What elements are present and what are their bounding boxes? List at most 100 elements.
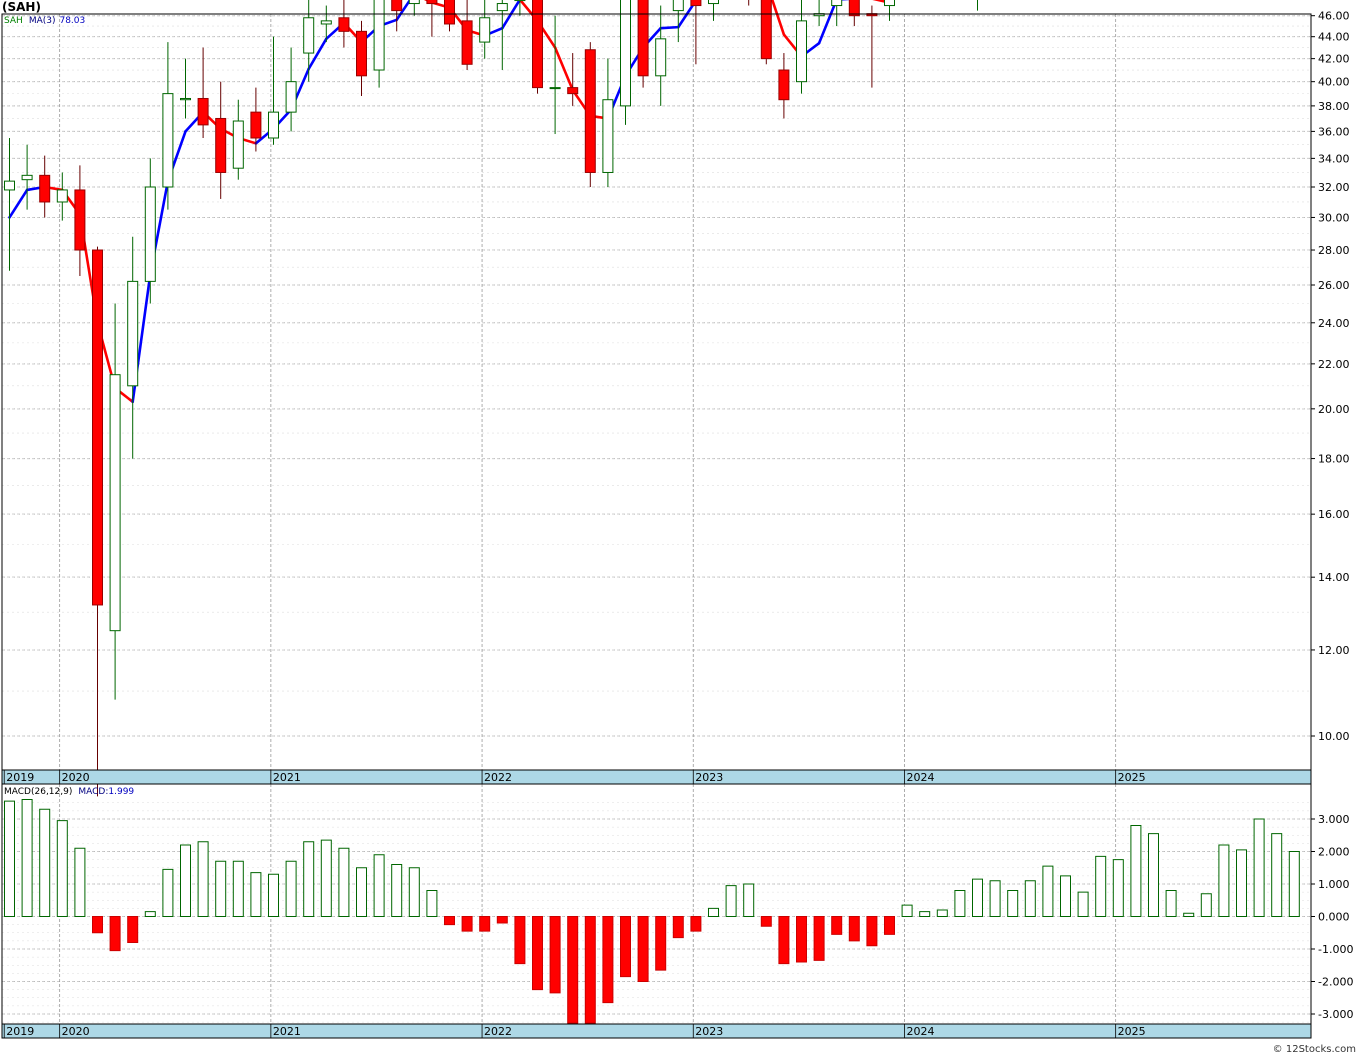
macd-bar-positive bbox=[1271, 833, 1283, 917]
candle bbox=[144, 158, 156, 304]
candle bbox=[74, 165, 86, 277]
macd-bar-negative bbox=[672, 916, 684, 939]
candle bbox=[391, 0, 403, 32]
candle bbox=[444, 0, 455, 32]
year-label: 2024 bbox=[906, 1025, 934, 1038]
macd-bar-positive bbox=[338, 847, 350, 917]
ma3-segment bbox=[659, 25, 680, 30]
macd-bar-positive bbox=[144, 911, 156, 917]
macd-tick-label: -2.000 bbox=[1318, 976, 1353, 989]
macd-gridlines bbox=[2, 802, 1311, 1023]
candle-body-down bbox=[338, 17, 350, 32]
time-axis-band-top bbox=[1, 769, 1312, 785]
candle-body-down bbox=[444, 0, 455, 25]
macd-bar-positive bbox=[972, 878, 983, 917]
candle bbox=[620, 0, 631, 125]
ma3-segment bbox=[770, 0, 786, 36]
candle bbox=[338, 0, 350, 48]
ma3-segment bbox=[307, 37, 328, 71]
legend-symbol: SAH bbox=[4, 16, 23, 26]
candle-body-up bbox=[4, 180, 15, 191]
price-tick-label: 40.00 bbox=[1318, 76, 1350, 89]
price-tick-label: 18.00 bbox=[1318, 453, 1350, 466]
candle-body-down bbox=[92, 249, 103, 606]
macd-bar-negative bbox=[532, 916, 543, 991]
year-label: 2025 bbox=[1118, 1025, 1146, 1038]
macd-bar-negative bbox=[848, 916, 860, 942]
macd-bar-positive bbox=[1024, 880, 1036, 917]
candle-body-up bbox=[672, 0, 684, 12]
macd-bar-negative bbox=[690, 916, 702, 932]
macd-bar-positive bbox=[743, 883, 755, 917]
macd-tick-label: -3.000 bbox=[1318, 1008, 1353, 1021]
candle bbox=[356, 20, 367, 97]
price-tick-label: 26.00 bbox=[1318, 279, 1350, 292]
candle bbox=[39, 155, 51, 218]
macd-bar-negative bbox=[461, 916, 473, 932]
macd-bar-positive bbox=[954, 890, 966, 917]
candle bbox=[977, 0, 978, 11]
macd-bar-negative bbox=[549, 916, 561, 994]
candle-body-down bbox=[848, 0, 860, 17]
candle bbox=[748, 0, 750, 6]
macd-bar-positive bbox=[21, 799, 33, 917]
price-tick-label: 42.00 bbox=[1318, 53, 1350, 66]
candle-body-down bbox=[690, 0, 702, 7]
candle-body-up bbox=[162, 93, 174, 188]
macd-bar-positive bbox=[39, 808, 51, 917]
macd-bar-positive bbox=[1042, 865, 1054, 917]
year-label: 2021 bbox=[273, 1025, 301, 1038]
ticker-title: (SAH) bbox=[2, 0, 41, 14]
candle-body-up bbox=[285, 81, 297, 113]
candle-body-down bbox=[356, 30, 367, 77]
time-axis-band-bottom bbox=[1, 1023, 1312, 1039]
candle bbox=[760, 0, 772, 65]
macd-tick-label: 0.000 bbox=[1318, 911, 1350, 924]
candle-body-up bbox=[655, 38, 667, 77]
macd-bar-positive bbox=[989, 880, 1001, 917]
candle bbox=[162, 42, 174, 210]
candle bbox=[197, 47, 209, 139]
candle-body-down bbox=[250, 111, 262, 139]
macd-bar-positive bbox=[1077, 891, 1089, 917]
candle-body-down bbox=[39, 174, 51, 203]
macd-bar-positive bbox=[4, 800, 15, 917]
price-tick-label: 22.00 bbox=[1318, 358, 1350, 371]
macd-tick-label: 1.000 bbox=[1318, 878, 1350, 891]
macd-bar-positive bbox=[1007, 890, 1019, 917]
macd-bar-positive bbox=[197, 841, 209, 917]
year-gridlines bbox=[59, 14, 1117, 770]
macd-bar-positive bbox=[1218, 844, 1230, 917]
candle-body-up bbox=[373, 0, 385, 71]
candle bbox=[690, 0, 702, 65]
price-tick-label: 12.00 bbox=[1318, 644, 1350, 657]
candle bbox=[56, 172, 68, 221]
candle bbox=[461, 0, 473, 71]
candle-body-up bbox=[320, 20, 332, 25]
macd-tick-label: 3.000 bbox=[1318, 813, 1350, 826]
macd-bar-positive bbox=[1112, 859, 1124, 917]
candle-body-up bbox=[514, 0, 526, 2]
macd-bar-positive bbox=[356, 867, 367, 917]
year-labels-bottom: 2019 2020 2021 2022 2023 2024 2025 bbox=[3, 1024, 1146, 1038]
macd-bar-positive bbox=[373, 854, 385, 917]
candle-body-up bbox=[496, 3, 508, 12]
candle-body-up bbox=[408, 0, 420, 5]
candle bbox=[479, 0, 491, 59]
candle bbox=[285, 47, 297, 132]
macd-bar-positive bbox=[162, 868, 174, 917]
macd-bar-negative bbox=[813, 916, 825, 961]
macd-bar-positive bbox=[426, 890, 438, 917]
legend-macd-label: MACD: bbox=[78, 787, 109, 797]
candle bbox=[567, 53, 579, 106]
macd-bar-negative bbox=[831, 916, 843, 935]
macd-bar-positive bbox=[268, 873, 279, 917]
macd-bar-positive bbox=[1200, 893, 1212, 917]
year-label: 2021 bbox=[273, 771, 301, 784]
candle bbox=[127, 236, 139, 459]
macd-bar-positive bbox=[1165, 890, 1177, 917]
candle bbox=[514, 0, 526, 16]
candle bbox=[4, 138, 15, 271]
candle bbox=[303, 0, 315, 82]
macd-bar-positive bbox=[250, 872, 262, 917]
